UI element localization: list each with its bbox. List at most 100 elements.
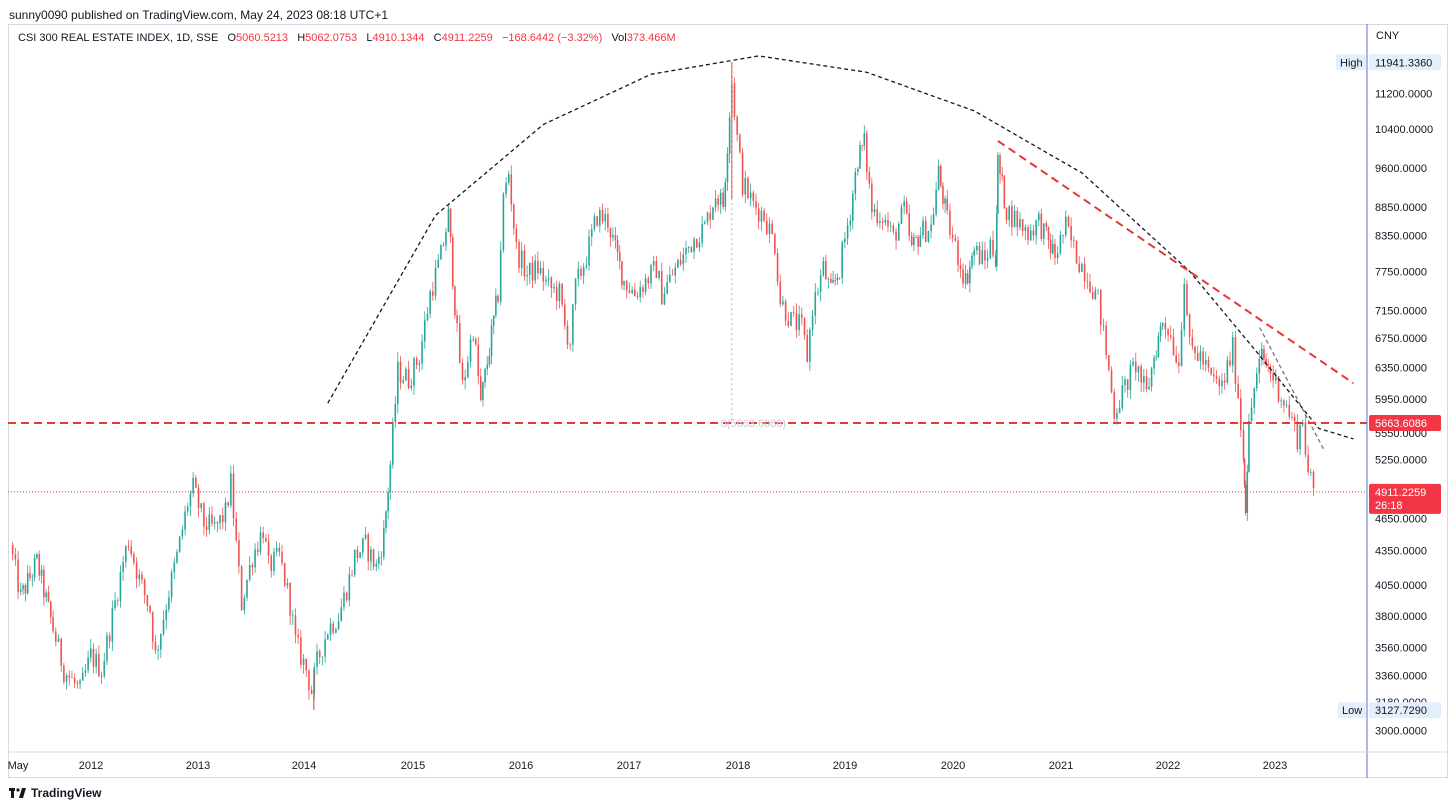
candle-body (505, 182, 507, 195)
candle-body (1035, 220, 1037, 236)
high-value: 5062.0753 (305, 32, 358, 44)
candle-body (884, 219, 887, 223)
candle-body (65, 675, 68, 682)
candle-body (160, 634, 162, 650)
candle-body (879, 221, 881, 224)
candle-body (461, 362, 464, 381)
candle-body (356, 549, 359, 558)
candle-body (472, 339, 475, 340)
candle-body (1049, 240, 1052, 254)
candle-body (281, 551, 283, 564)
candle-body (1253, 388, 1256, 408)
candle-body (1021, 219, 1024, 232)
candle-body (1083, 264, 1086, 282)
candle-body (1032, 230, 1035, 236)
candle-body (98, 654, 100, 677)
candle-body (251, 564, 254, 568)
candle-body (917, 237, 919, 247)
candle-body (111, 608, 114, 642)
candle-body (704, 222, 706, 224)
candle-body (574, 278, 577, 305)
candle-body (1269, 366, 1272, 374)
candle-body (679, 259, 682, 265)
candle-body (197, 487, 200, 509)
candle-body (340, 607, 343, 622)
candle-body (999, 155, 1001, 175)
candle-body (200, 503, 203, 509)
candle-body (510, 174, 513, 205)
candle-body (809, 329, 811, 362)
candle-body (623, 280, 625, 286)
candle-body (138, 574, 141, 579)
y-tick-label: 8350.0000 (1375, 230, 1427, 242)
candle-body (208, 514, 211, 530)
candle-body (81, 672, 84, 681)
candle-body (38, 554, 41, 576)
candle-body (614, 235, 617, 241)
candle-body (377, 557, 380, 564)
candle-body (1081, 264, 1083, 272)
candle-body (834, 279, 837, 281)
candle-body (518, 242, 520, 269)
candle-body (981, 250, 984, 264)
candle-body (1191, 337, 1194, 347)
candle-body (647, 278, 650, 284)
candle-body (836, 277, 839, 281)
candle-body (863, 133, 866, 146)
candle-body (1277, 376, 1280, 402)
time-axis[interactable]: May 2012 2013 2014 2015 2016 2017 2018 2019 2020 2… (8, 760, 1288, 772)
candle-body (1250, 407, 1253, 421)
currency-label[interactable]: CNY (1376, 30, 1400, 42)
high-tag-label: High (1340, 57, 1363, 69)
candle-body (669, 274, 671, 283)
candle-body (857, 168, 859, 173)
candle-body (195, 477, 197, 488)
candle-body (440, 245, 442, 260)
candle-body (838, 277, 841, 279)
candle-body (1019, 219, 1021, 228)
candle-body (310, 689, 313, 694)
candle-body (168, 597, 170, 610)
candle-body (588, 236, 590, 266)
candle-body (254, 549, 256, 568)
candle-body (103, 660, 106, 676)
candle-body (523, 250, 526, 277)
candle-body (1199, 351, 1202, 361)
symbol-name[interactable]: CSI 300 REAL ESTATE INDEX, 1D, SSE (18, 32, 219, 44)
candle-body (24, 585, 27, 594)
candle-body (1275, 376, 1277, 381)
candle-body (294, 615, 297, 636)
candle-body (47, 592, 50, 602)
candle-body (246, 579, 248, 598)
tradingview-logo[interactable]: TradingView (9, 786, 101, 800)
candle-body (663, 293, 666, 305)
candle-body (577, 268, 580, 279)
y-tick-label: 5250.0000 (1375, 455, 1427, 467)
candle-body (779, 281, 782, 305)
candle-body (1169, 335, 1172, 338)
candle-body (741, 152, 744, 195)
candle-body (1215, 376, 1218, 379)
candle-body (744, 178, 747, 195)
candle-body (1116, 412, 1118, 419)
candles-layer (11, 62, 1315, 711)
candle-body (1210, 367, 1212, 375)
candle-body (1062, 235, 1064, 236)
candle-body (726, 153, 729, 183)
candle-body (302, 658, 305, 665)
candle-body (270, 555, 273, 572)
candle-body (31, 577, 34, 579)
candle-body (451, 237, 454, 287)
candle-body (825, 260, 827, 280)
last-price-bg (1369, 483, 1441, 514)
candle-body (942, 185, 944, 204)
symbol-legend: CSI 300 REAL ESTATE INDEX, 1D, SSE O5060… (18, 32, 676, 44)
candle-body (423, 320, 426, 342)
candle-body (474, 339, 477, 345)
candle-body (892, 225, 895, 232)
candle-body (539, 268, 542, 274)
candle-body (795, 312, 798, 331)
candle-body (300, 637, 302, 665)
price-axis[interactable]: 11200.0000 10400.0000 9600.0000 8850.0000 83… (1375, 88, 1433, 737)
